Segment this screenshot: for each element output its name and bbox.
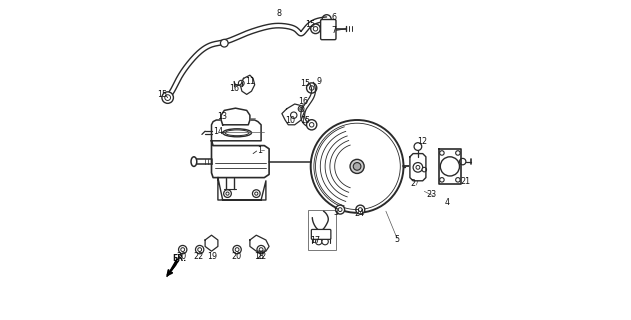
Text: 3: 3 (333, 208, 338, 217)
Ellipse shape (191, 157, 197, 166)
Text: 9: 9 (317, 77, 322, 86)
Circle shape (316, 238, 322, 245)
Circle shape (456, 178, 460, 182)
Text: 4: 4 (444, 198, 449, 207)
Circle shape (310, 120, 403, 213)
Text: 13: 13 (217, 112, 227, 121)
Circle shape (414, 143, 422, 150)
Polygon shape (282, 104, 304, 125)
Polygon shape (211, 141, 269, 178)
Text: 20: 20 (231, 252, 241, 261)
Circle shape (410, 163, 416, 170)
Circle shape (356, 205, 365, 214)
Circle shape (336, 205, 345, 214)
Text: 16: 16 (229, 84, 239, 93)
Polygon shape (250, 235, 269, 251)
Circle shape (239, 80, 244, 86)
Text: FR.: FR. (172, 254, 187, 263)
Text: 7: 7 (331, 26, 336, 35)
Text: 1: 1 (257, 146, 262, 155)
Circle shape (440, 151, 444, 155)
Text: 15: 15 (300, 79, 310, 88)
Polygon shape (211, 120, 261, 141)
Ellipse shape (223, 129, 252, 137)
FancyBboxPatch shape (311, 229, 331, 239)
Text: 6: 6 (331, 13, 336, 22)
Text: 12: 12 (416, 137, 427, 146)
Circle shape (422, 167, 427, 172)
Bar (307, 210, 336, 250)
Text: 5: 5 (394, 235, 399, 244)
Circle shape (350, 159, 364, 173)
Circle shape (459, 158, 466, 165)
Circle shape (223, 190, 232, 197)
Circle shape (310, 24, 321, 34)
Polygon shape (410, 154, 426, 181)
Circle shape (413, 163, 423, 172)
FancyBboxPatch shape (321, 20, 336, 40)
Text: 18: 18 (254, 252, 264, 261)
Circle shape (233, 113, 238, 118)
Text: 10: 10 (285, 116, 295, 125)
Circle shape (456, 151, 460, 155)
Text: 14: 14 (213, 127, 223, 136)
Text: 17: 17 (310, 236, 320, 245)
Circle shape (307, 120, 317, 130)
Polygon shape (167, 259, 179, 277)
Circle shape (307, 83, 317, 93)
Text: 11: 11 (245, 77, 255, 86)
Text: 15: 15 (305, 20, 315, 29)
Circle shape (322, 238, 328, 245)
Circle shape (440, 178, 444, 182)
Text: 21: 21 (460, 177, 470, 186)
Polygon shape (439, 149, 461, 184)
Circle shape (353, 163, 361, 170)
Circle shape (257, 245, 265, 254)
Text: 2: 2 (411, 180, 416, 188)
Text: 22: 22 (194, 252, 204, 261)
Polygon shape (221, 108, 250, 125)
Text: 15: 15 (300, 116, 310, 125)
Text: 23: 23 (427, 190, 437, 199)
Text: 24: 24 (355, 209, 365, 218)
Circle shape (179, 245, 187, 254)
Text: 22: 22 (257, 252, 267, 261)
Circle shape (233, 245, 241, 254)
Circle shape (440, 157, 459, 176)
Text: 8: 8 (276, 9, 281, 18)
Circle shape (220, 39, 228, 47)
Text: 19: 19 (208, 252, 218, 261)
Polygon shape (240, 75, 255, 94)
Circle shape (252, 190, 260, 197)
Polygon shape (218, 178, 266, 200)
Text: 16: 16 (298, 97, 309, 106)
Polygon shape (205, 235, 218, 251)
Circle shape (298, 106, 304, 112)
Text: 20: 20 (177, 252, 187, 261)
Text: 15: 15 (158, 90, 168, 99)
Circle shape (162, 92, 174, 103)
Circle shape (196, 245, 204, 254)
